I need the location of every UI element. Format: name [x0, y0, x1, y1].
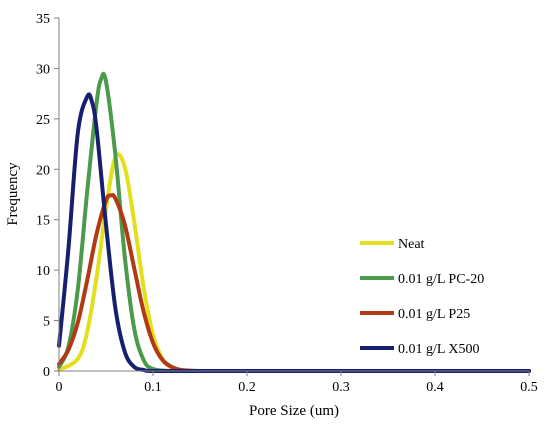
- x-tick-label: 0.2: [238, 380, 256, 395]
- y-tick-label: 10: [36, 264, 50, 279]
- x-ticks: 0 0.1 0.2 0.3 0.4 0.5: [56, 371, 538, 395]
- y-tick-label: 30: [36, 62, 50, 77]
- legend-label: Neat: [398, 237, 425, 252]
- y-ticks: 0 5 10 15 20 25 30 35: [36, 12, 59, 380]
- plot-frame: [59, 18, 529, 371]
- legend: Neat 0.01 g/L PC-20 0.01 g/L P25 0.01 g/L X…: [360, 237, 484, 357]
- y-tick-label: 20: [36, 163, 50, 178]
- y-tick-label: 5: [43, 315, 50, 330]
- x-axis-title: Pore Size (um): [249, 403, 339, 419]
- y-tick-label: 25: [36, 113, 50, 128]
- plot-area: 0 0.1 0.2 0.3 0.4 0.5 0 5 10 15 20 25 30 35: [36, 12, 538, 395]
- x-tick-label: 0.4: [426, 380, 444, 395]
- legend-label: 0.01 g/L X500: [398, 342, 480, 357]
- y-axis-title: Frequency: [5, 162, 21, 226]
- legend-label: 0.01 g/L P25: [398, 307, 470, 322]
- legend-label: 0.01 g/L PC-20: [398, 272, 484, 287]
- y-tick-label: 15: [36, 214, 50, 229]
- y-tick-label: 35: [36, 12, 50, 27]
- x-tick-label: 0: [56, 380, 63, 395]
- x-tick-label: 0.3: [332, 380, 350, 395]
- y-tick-label: 0: [43, 365, 50, 380]
- x-tick-label: 0.1: [144, 380, 162, 395]
- x-tick-label: 0.5: [520, 380, 538, 395]
